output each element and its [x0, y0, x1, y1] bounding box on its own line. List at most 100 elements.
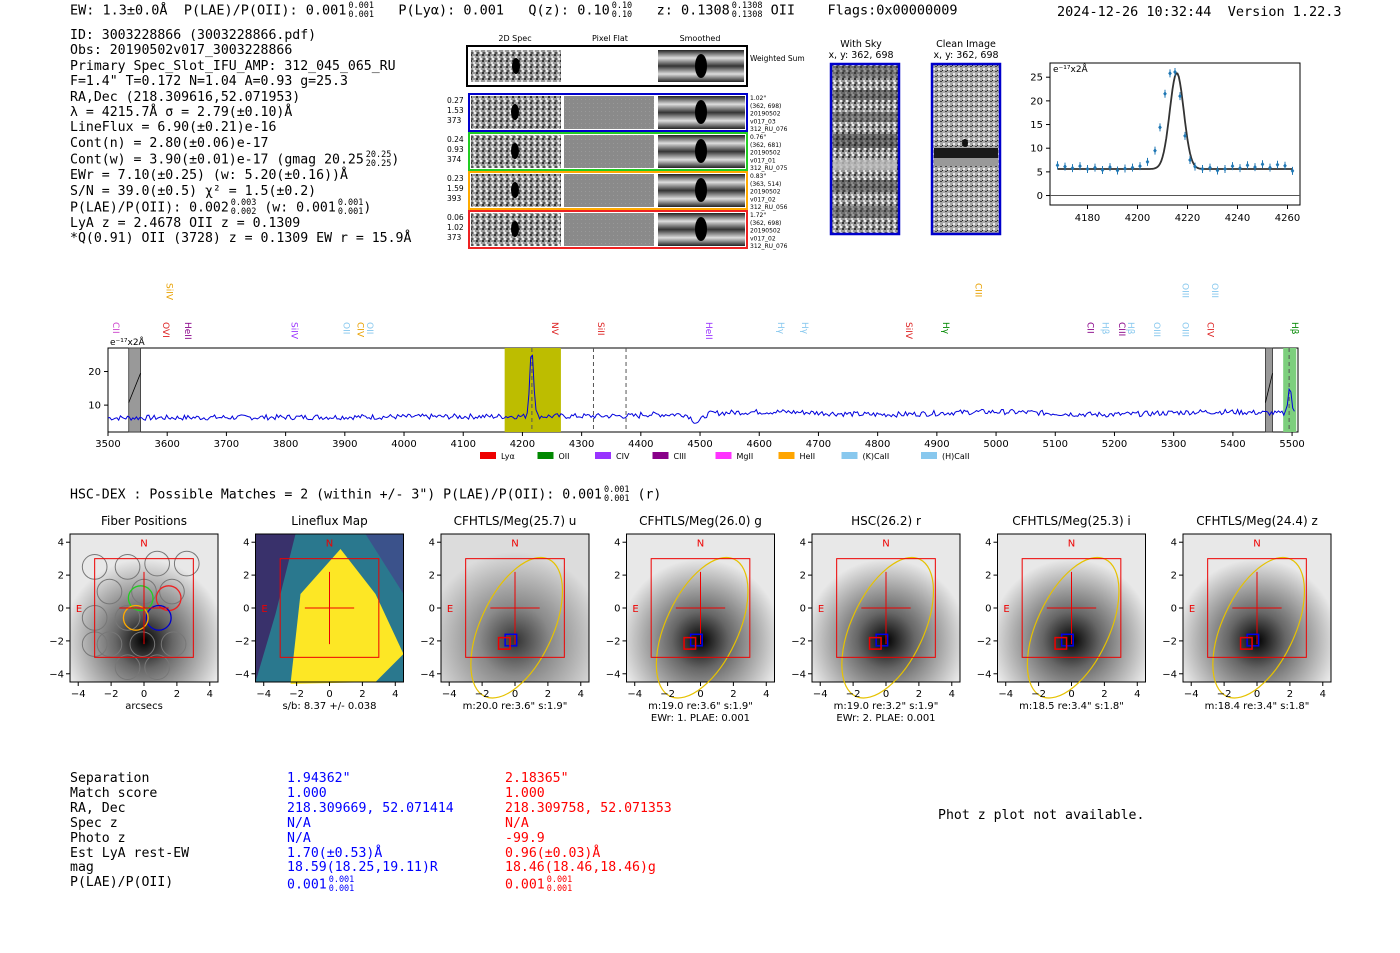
- info-plae-w-sup: 0.001: [337, 198, 364, 209]
- fiber-row-right-value: 20190502: [750, 189, 781, 196]
- fiber-circle: [96, 631, 123, 658]
- fiber-row-right-value: (362, 698): [750, 103, 781, 110]
- cutout-title: HSC(26.2) r: [851, 514, 921, 528]
- y-tick-label: 4: [243, 538, 249, 549]
- info-lineflux: LineFlux = 6.90(±0.21)e-16: [70, 120, 277, 136]
- data-point: [1115, 167, 1120, 173]
- x-tick-label: 5400: [1220, 439, 1245, 450]
- emission-blob: [511, 143, 519, 159]
- header-z-sub: 0.1308: [731, 9, 763, 20]
- legend-swatch: [921, 452, 937, 459]
- line-label-top: SiIV: [164, 283, 174, 301]
- y-tick-label: 0: [429, 604, 435, 615]
- aperture-ellipse: [1212, 556, 1306, 699]
- col-2d-spec: 2D Spec: [498, 34, 531, 43]
- m1-value: 18.59(18.25,19.11)R: [287, 860, 454, 876]
- y-tick-label: 2: [614, 571, 620, 582]
- header-timestamp-version: 2024-12-26 10:32:44 Version 1.22.3: [1057, 4, 1342, 20]
- match-label: Separation: [70, 771, 150, 786]
- east-label: E: [447, 604, 453, 615]
- cutout-panel: CFHTLS/Meg(25.7) u N E −4 −4 −2 −2 0 0 2 2 4 4 m:20.0…: [420, 514, 590, 712]
- with-sky-xy: x, y: 362, 698: [828, 50, 893, 61]
- header-qz-sup: 0.10: [611, 1, 633, 11]
- y-tick-label: 2: [243, 571, 249, 582]
- search-box: [465, 558, 565, 658]
- x-tick-label: 3600: [154, 439, 179, 450]
- y-tick-label: −2: [235, 636, 250, 647]
- x-tick-label: 4200: [510, 439, 535, 450]
- x-tick-label: 4220: [1175, 213, 1200, 224]
- hsc-band: (r): [637, 487, 662, 503]
- cutout-panel: CFHTLS/Meg(26.0) g N E −4 −4 −2 −2 0 0 2 2 4 4 m:19.0…: [606, 514, 775, 723]
- x-tick-label: −4: [813, 689, 828, 700]
- match-marker-red: [1054, 636, 1068, 650]
- x-tick-label: 0: [512, 689, 518, 700]
- y-tick-label: 20: [88, 367, 101, 378]
- fiber-circle: [114, 554, 141, 580]
- x-tick-label: 4800: [865, 439, 890, 450]
- with-sky-image: [829, 62, 901, 236]
- y-tick-label: −2: [791, 636, 806, 647]
- header-version: Version 1.22.3: [1227, 4, 1342, 20]
- clean-image: [930, 62, 1002, 236]
- fiber-row-right-value: 20190502: [750, 111, 781, 118]
- spectrum-frame: [107, 347, 1299, 433]
- y-tick-label: −2: [420, 636, 435, 647]
- header-timestamp: 2024-12-26 10:32:44: [1057, 4, 1212, 20]
- emission-blob-smooth: [695, 139, 707, 163]
- north-label: N: [326, 538, 333, 549]
- data-point: [1173, 69, 1177, 75]
- y-tick-label: −2: [606, 636, 621, 647]
- m1-sup: 0.001: [328, 875, 355, 886]
- info-obs: Obs: 20190502v017_3003228866: [70, 43, 293, 59]
- x-tick-label: 0: [883, 689, 889, 700]
- header-plae-sup: 0.001: [348, 1, 374, 11]
- match-1-values: 1.94362" 1.000 218.309669, 52.071414 N/A N/A…: [287, 771, 454, 894]
- y-tick-label: −2: [977, 636, 992, 647]
- y-tick-label: 0: [614, 604, 620, 615]
- m1-value: N/A: [287, 831, 454, 847]
- north-label: N: [1253, 538, 1260, 549]
- m1-value-text: 18.59(18.25,19.11)R: [287, 860, 438, 876]
- data-point: [1193, 164, 1197, 170]
- m2-sub: 0.001: [546, 883, 573, 894]
- info-plae-main: P(LAE)/P(OII): 0.002: [70, 200, 229, 216]
- y-tick-label: 10: [88, 401, 101, 412]
- fiber-row-right-value: (363, 514): [750, 181, 781, 188]
- data-point: [1070, 165, 1075, 171]
- x-tick-label: 4900: [924, 439, 949, 450]
- clean-image-xy: x, y: 362, 698: [933, 50, 998, 61]
- m2-value-text: -99.9: [505, 830, 545, 846]
- fiber-row-right-value: 20190502: [750, 228, 781, 235]
- fiber-circle: [129, 631, 156, 658]
- line-label: CIV: [1204, 322, 1214, 338]
- info-q: *Q(0.91) OII (3728) z = 0.1309 EW r = 15…: [70, 231, 412, 247]
- x-tick-label: −2: [289, 689, 304, 700]
- x-tick-label: 3800: [273, 439, 298, 450]
- info-params: F=1.4" T=0.172 N=1.04 A=0.93 g=25.3: [70, 74, 348, 90]
- y-tick-label: 2: [58, 571, 64, 582]
- emission-blob: [511, 182, 519, 198]
- search-box: [1021, 558, 1122, 658]
- data-point: [1208, 165, 1212, 171]
- m2-value-text: 2.18365": [505, 771, 569, 786]
- legend-label: (H)CaII: [942, 452, 969, 461]
- x-tick-label: 5300: [1161, 439, 1186, 450]
- m2-value-text: 18.46(18.46,18.46)g: [505, 860, 656, 876]
- info-plae: P(LAE)/P(OII): 0.002 0.003 0.002 (w: 0.001…: [70, 198, 372, 217]
- y-tick-label: 25: [1030, 73, 1043, 84]
- x-tick-label: 4260: [1275, 213, 1300, 224]
- m2-value: 18.46(18.46,18.46)g: [505, 860, 672, 876]
- x-tick-label: 4300: [569, 439, 594, 450]
- spectra-panels: 2D Spec Pixel Flat Smoothed Weighted Sum…: [447, 34, 1002, 250]
- x-tick-label: 4: [763, 689, 769, 700]
- fiber-row-left-value: 1.59: [447, 184, 464, 193]
- hsc-sup: 0.001: [603, 485, 630, 495]
- data-point: [1158, 124, 1162, 130]
- x-tick-label: 4: [949, 689, 955, 700]
- x-tick-label: 2: [730, 689, 736, 700]
- line-label: Hβ: [1100, 322, 1110, 335]
- cutout-title: CFHTLS/Meg(25.3) i: [1012, 514, 1131, 528]
- fiber-circle: [159, 578, 185, 605]
- line-label: CII: [110, 322, 120, 334]
